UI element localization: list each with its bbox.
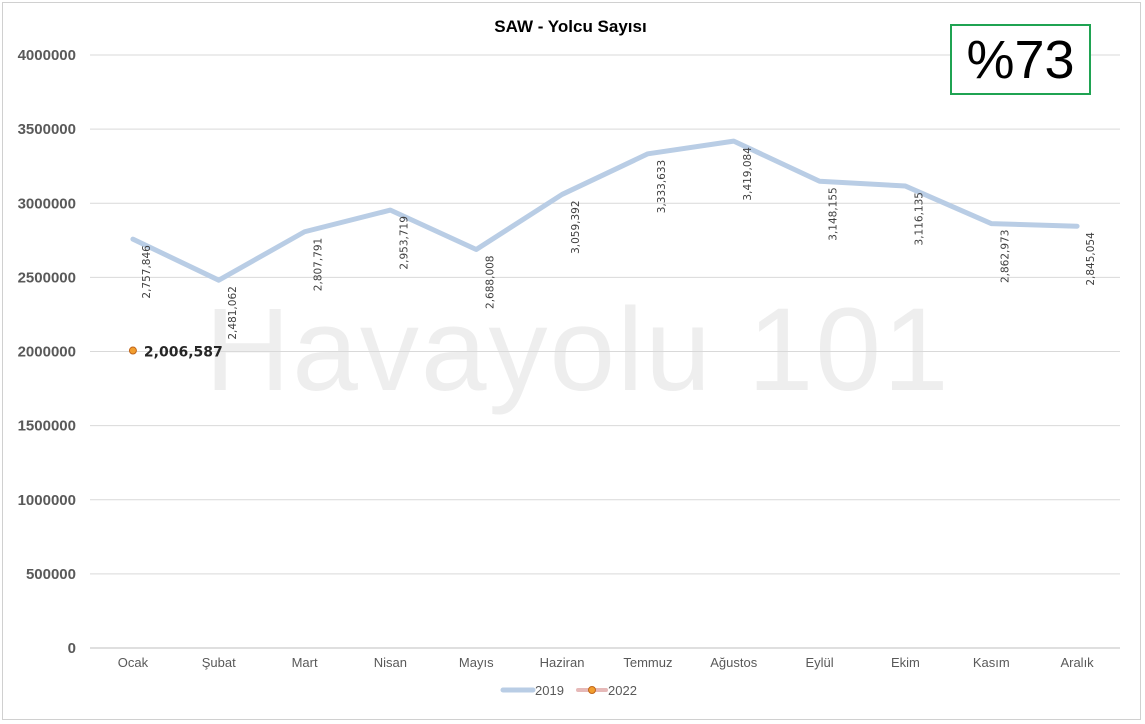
- y-tick-label: 0: [68, 640, 76, 657]
- chart-title: SAW - Yolcu Sayısı: [494, 17, 647, 36]
- y-tick-label: 4000000: [18, 47, 76, 64]
- data-label-2019: 2,757,846: [141, 245, 153, 299]
- y-tick-label: 1500000: [18, 418, 76, 435]
- data-label-2019: 2,953,719: [398, 216, 410, 269]
- data-label-2019: 2,481,062: [227, 286, 239, 339]
- series-group: [128, 138, 1080, 355]
- x-tick-label: Ekim: [891, 655, 920, 670]
- x-tick-label: Mart: [292, 655, 318, 670]
- data-label-2019: 3,116,135: [913, 192, 925, 245]
- data-label-2019: 3,148,155: [828, 187, 840, 240]
- gridlines: [90, 54, 1120, 649]
- data-label-2022: 2,006,587: [144, 345, 223, 361]
- x-tick-label: Ocak: [118, 655, 149, 670]
- legend-marker-2022: [588, 686, 596, 694]
- data-labels: 2,757,846 2,481,062 2,807,791 2,953,719 2,68…: [141, 147, 1097, 361]
- data-label-2019: 2,845,054: [1085, 232, 1097, 286]
- data-label-2019: 3,333,633: [656, 160, 668, 213]
- x-tick-label: Haziran: [540, 655, 585, 670]
- x-tick-label: Şubat: [202, 655, 236, 670]
- data-label-2019: 2,862,973: [999, 230, 1011, 283]
- data-label-2019: 3,419,084: [742, 147, 754, 201]
- legend-label-2019: 2019: [535, 683, 564, 698]
- legend-label-2022: 2022: [608, 683, 637, 698]
- x-tick-label: Temmuz: [623, 655, 672, 670]
- legend: 2019 2022: [500, 683, 637, 698]
- x-tick-label: Eylül: [805, 655, 833, 670]
- x-tick-label: Nisan: [374, 655, 407, 670]
- y-tick-label: 1000000: [18, 492, 76, 509]
- x-tick-label: Mayıs: [459, 655, 494, 670]
- y-tick-label: 2500000: [18, 269, 76, 286]
- percentage-badge: %73: [950, 24, 1091, 95]
- x-tick-label: Kasım: [973, 655, 1010, 670]
- x-tick-label: Aralık: [1060, 655, 1094, 670]
- series-line-2019: [130, 138, 1080, 283]
- x-tick-label: Ağustos: [710, 655, 757, 670]
- x-axis: Ocak Şubat Mart Nisan Mayıs Haziran Temmuz Ağus…: [118, 655, 1094, 670]
- data-label-2019: 2,807,791: [313, 238, 325, 291]
- data-label-2019: 3,059,392: [570, 200, 582, 253]
- percentage-badge-text: %73: [966, 29, 1075, 90]
- data-label-2019: 2,688,008: [484, 256, 496, 309]
- y-tick-label: 500000: [26, 566, 76, 583]
- y-tick-label: 3500000: [18, 121, 76, 138]
- watermark: Havayolu 101: [205, 284, 951, 416]
- y-axis: 0 500000 1000000 1500000 2000000 2500000 30000…: [18, 47, 76, 657]
- y-tick-label: 2000000: [18, 344, 76, 361]
- data-point-2022: [128, 346, 137, 355]
- y-tick-label: 3000000: [18, 195, 76, 212]
